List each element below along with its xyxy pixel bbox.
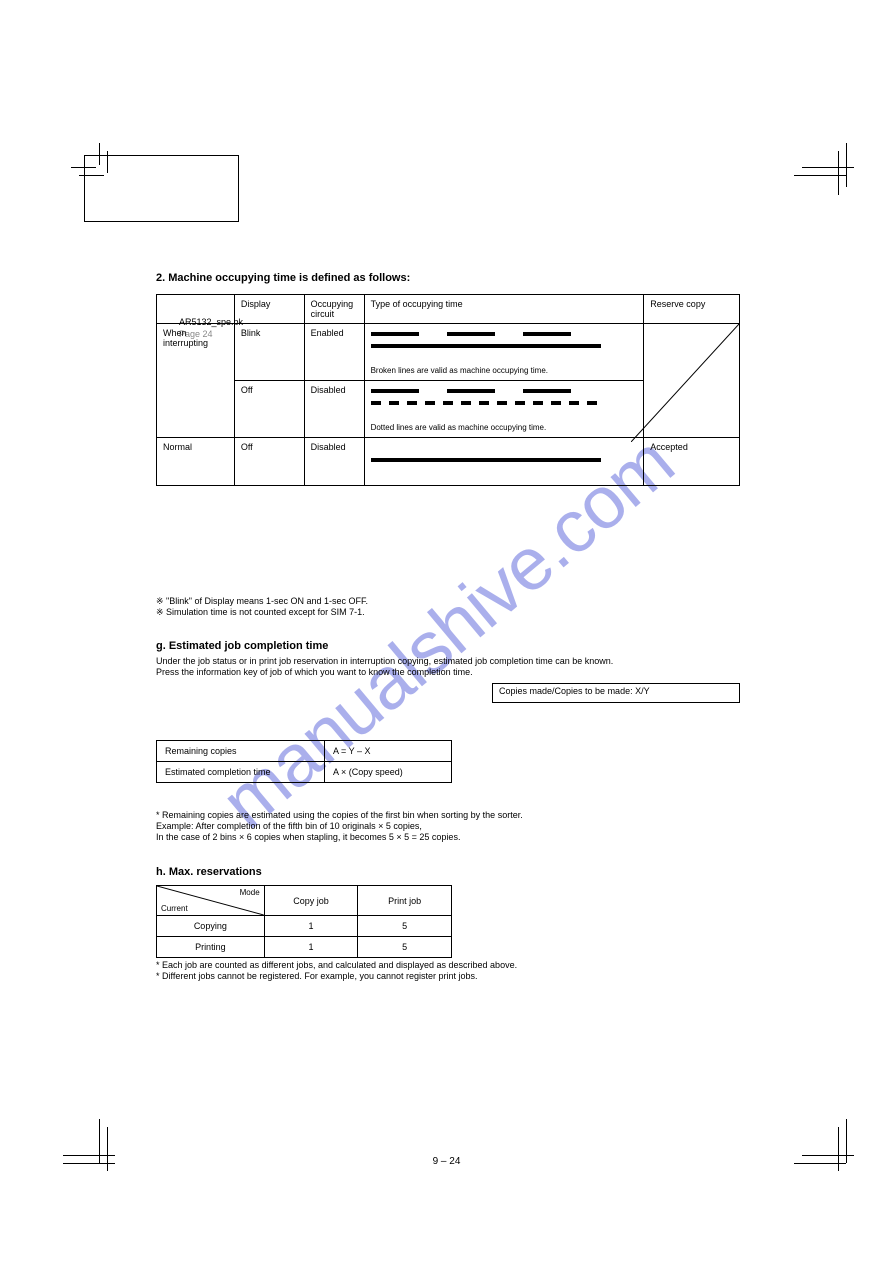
table-row: Remaining copies A = Y – X [157,741,452,762]
cell: Printing [157,937,265,958]
table-occupying-time: Display Occupying circuit Type of occupy… [156,294,740,486]
table-row: Printing 1 5 [157,937,452,958]
table-row: Mode Current Copy job Print job [157,886,452,916]
subsection-g-title: g. Estimated job completion time [156,640,328,652]
table-reservations: Mode Current Copy job Print job Copying … [156,885,452,958]
cell-circuit: Enabled [304,324,364,381]
table-copies: Remaining copies A = Y – X Estimated com… [156,740,452,783]
cell-circuit: Disabled [304,438,364,486]
note-occupying: ※ "Blink" of Display means 1-sec ON and … [156,596,368,618]
subsection-h-title: h. Max. reservations [156,866,262,878]
cell-display: Blink [234,324,304,381]
cell-circuit: Disabled [304,381,364,438]
crop-tick [79,175,104,176]
cell: A = Y – X [325,741,452,762]
th-copyjob: Copy job [264,886,358,916]
cell: 5 [358,916,452,937]
cell-display: Off [234,381,304,438]
table-row: Normal Off Disabled Accepted [157,438,740,486]
diag-bottom-left: Current [161,904,188,913]
table-row: Copying 1 5 [157,916,452,937]
cell-reserve: Accepted [644,438,740,486]
note-reservations: * Each job are counted as different jobs… [156,960,756,982]
table-row: Estimated completion time A × (Copy spee… [157,762,452,783]
cell-reserve-diag [644,324,740,438]
cell: 1 [264,937,358,958]
th-reserve: Reserve copy [644,295,740,324]
th-circuit: Occupying circuit [304,295,364,324]
cell: Estimated completion time [157,762,325,783]
crop-tick [99,143,100,165]
cell-type-desc: Broken lines are valid as machine occupy… [371,366,638,376]
section-title: 2. Machine occupying time is defined as … [156,272,410,284]
crop-tick [71,167,96,168]
cell: A × (Copy speed) [325,762,452,783]
crop-tick [107,151,108,173]
cell: 1 [264,916,358,937]
cell: 5 [358,937,452,958]
cell-type: Dotted lines are valid as machine occupy… [364,381,644,438]
page-footer: 9 – 24 [0,1156,893,1167]
cell: Remaining copies [157,741,325,762]
cell-type-desc: Dotted lines are valid as machine occupy… [371,423,638,433]
cell-type [364,438,644,486]
cell-diag: Mode Current [157,886,265,916]
cell-group-normal: Normal [157,438,235,486]
table-row: When interrupting Blink Enabled Broken l… [157,324,740,381]
subsection-g-body: Under the job status or in print job res… [156,656,746,678]
th-display: Display [234,295,304,324]
cell: Copying [157,916,265,937]
cell-display: Off [234,438,304,486]
th-blank [157,295,235,324]
th-printjob: Print job [358,886,452,916]
th-reserve-label: Reserve copy [650,299,705,309]
cell-group-interrupt: When interrupting [157,324,235,438]
note-copies: * Remaining copies are estimated using t… [156,810,756,843]
th-type: Type of occupying time [364,295,644,324]
table-row: Display Occupying circuit Type of occupy… [157,295,740,324]
copies-label-box: Copies made/Copies to be made: X/Y [492,683,740,703]
diag-top-right: Mode [240,888,260,897]
cell-type: Broken lines are valid as machine occupy… [364,324,644,381]
